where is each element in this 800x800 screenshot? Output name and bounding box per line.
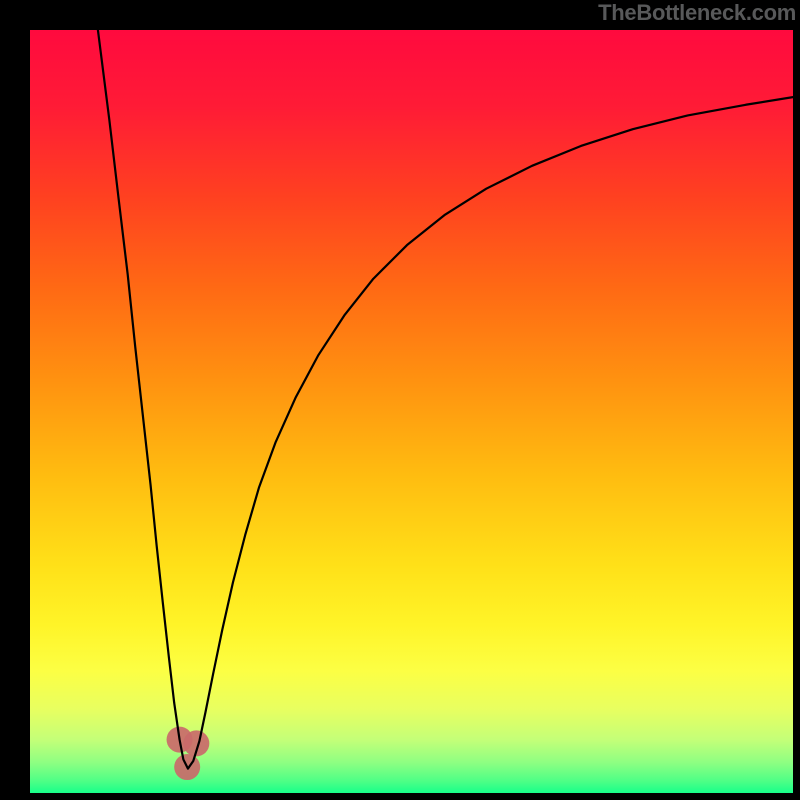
watermark-text: TheBottleneck.com	[598, 0, 796, 26]
plot-area	[30, 30, 793, 793]
chart-container: TheBottleneck.com	[0, 0, 800, 800]
bottleneck-curve	[30, 30, 793, 793]
